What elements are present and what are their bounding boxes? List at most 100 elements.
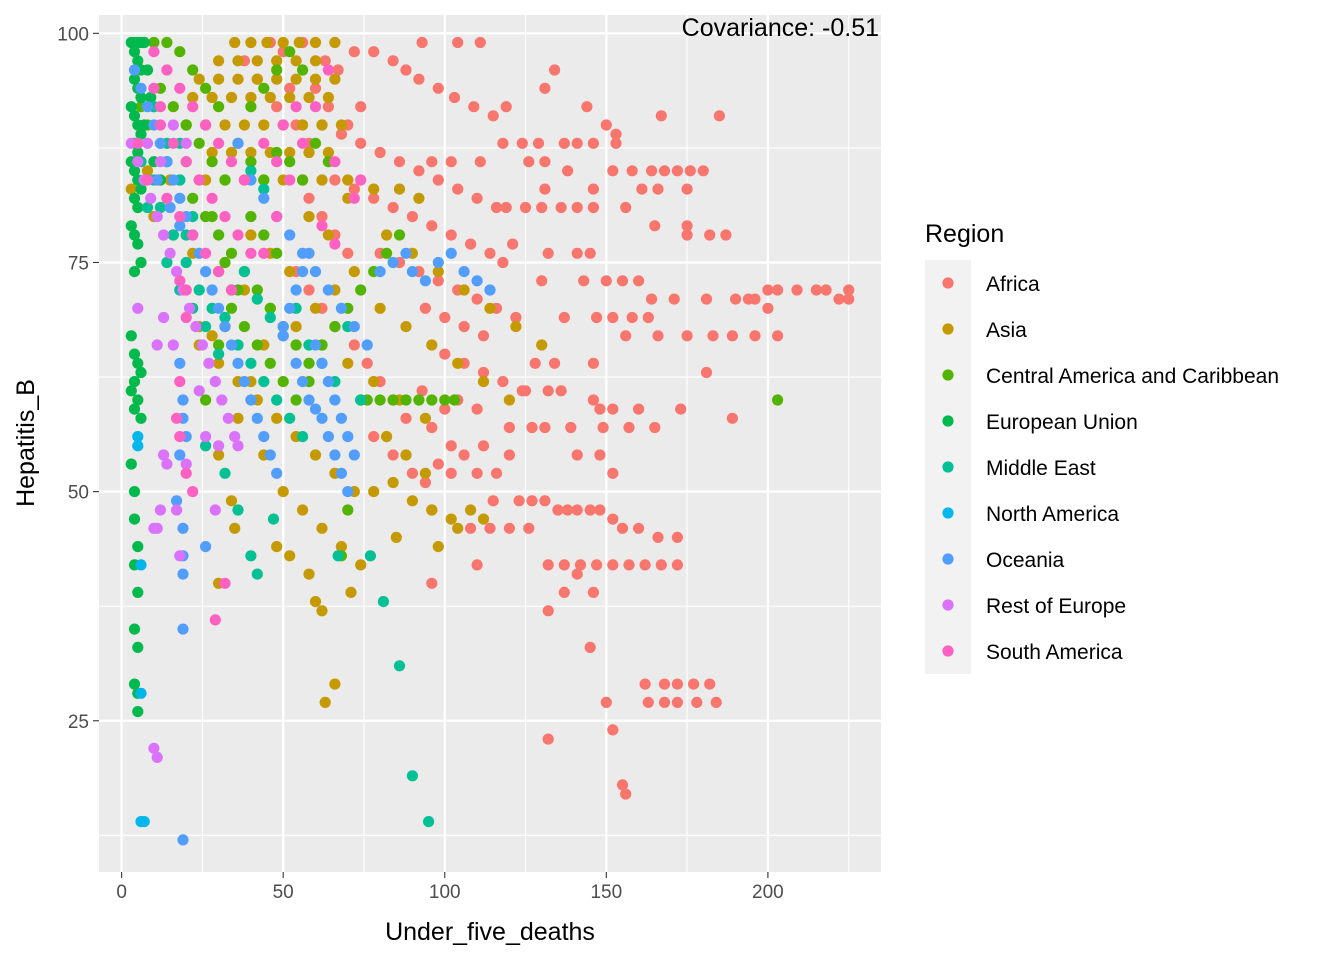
data-point-rest-of-europe xyxy=(132,302,144,314)
data-point-middle-east xyxy=(258,183,270,195)
data-point-rest-of-europe xyxy=(167,119,179,131)
data-point-middle-east xyxy=(219,311,231,324)
data-point-european-union xyxy=(128,266,141,278)
data-point-oceania xyxy=(419,275,431,287)
data-point-oceania xyxy=(309,266,322,278)
data-point-africa xyxy=(633,522,645,534)
data-point-africa xyxy=(490,201,503,214)
data-point-africa xyxy=(542,385,554,397)
data-point-asia xyxy=(477,376,490,388)
data-point-south-america xyxy=(141,174,154,186)
data-point-oceania xyxy=(335,302,347,314)
data-point-rest-of-europe xyxy=(216,394,228,406)
data-point-africa xyxy=(387,201,399,214)
data-point-oceania xyxy=(141,101,154,113)
data-point-asia xyxy=(271,412,283,424)
data-point-africa xyxy=(342,247,354,259)
data-point-africa xyxy=(600,275,612,287)
data-point-rest-of-europe xyxy=(145,192,157,204)
legend-label-central-america-and-caribbean: Central America and Caribbean xyxy=(986,365,1279,388)
data-point-africa xyxy=(820,284,832,296)
data-point-north-america xyxy=(132,431,144,443)
data-point-central-america-and-caribbean xyxy=(387,394,399,406)
data-point-oceania xyxy=(151,174,163,186)
data-point-africa xyxy=(843,284,855,296)
data-point-africa xyxy=(432,458,444,470)
data-point-south-america xyxy=(148,46,160,58)
data-point-africa xyxy=(503,449,515,461)
data-point-africa xyxy=(607,724,619,736)
legend-key-asia xyxy=(942,323,954,335)
data-point-africa xyxy=(649,421,661,434)
data-point-asia xyxy=(477,513,490,525)
data-point-rest-of-europe xyxy=(180,137,192,149)
data-point-middle-east xyxy=(213,348,225,360)
data-point-central-america-and-caribbean xyxy=(400,394,412,406)
data-point-middle-east xyxy=(238,266,250,278)
data-point-africa xyxy=(584,504,596,516)
data-point-asia xyxy=(297,504,309,516)
data-point-africa xyxy=(506,238,519,250)
data-point-south-america xyxy=(232,229,244,241)
data-point-middle-east xyxy=(332,550,344,562)
data-point-africa xyxy=(726,330,739,342)
data-point-africa xyxy=(704,229,716,241)
data-point-south-america xyxy=(180,284,192,296)
data-point-oceania xyxy=(200,541,212,553)
data-point-africa xyxy=(574,559,587,571)
data-point-south-america xyxy=(329,156,341,168)
data-point-africa xyxy=(542,559,554,571)
data-point-oceania xyxy=(458,266,470,278)
data-point-asia xyxy=(245,146,257,159)
data-point-central-america-and-caribbean xyxy=(180,119,192,131)
data-point-european-union xyxy=(132,357,144,369)
data-point-rest-of-europe xyxy=(213,440,225,452)
data-point-central-america-and-caribbean xyxy=(284,156,296,168)
data-point-oceania xyxy=(174,449,186,461)
data-point-africa xyxy=(406,211,418,223)
data-point-rest-of-europe xyxy=(200,431,212,443)
data-point-asia xyxy=(213,55,225,67)
data-point-south-america xyxy=(193,174,205,186)
data-point-africa xyxy=(681,330,693,342)
data-point-european-union xyxy=(128,678,141,690)
data-point-middle-east xyxy=(393,660,406,672)
data-point-european-union xyxy=(128,46,141,58)
data-point-africa xyxy=(607,559,619,571)
data-point-africa xyxy=(503,522,515,534)
data-point-asia xyxy=(245,229,257,241)
data-point-south-america xyxy=(209,614,221,626)
data-point-middle-east xyxy=(193,284,205,296)
data-point-africa xyxy=(646,165,658,177)
legend-label-africa: Africa xyxy=(986,273,1040,296)
data-point-africa xyxy=(700,366,713,379)
data-point-middle-east xyxy=(271,394,283,406)
data-point-africa xyxy=(477,366,490,379)
data-point-oceania xyxy=(290,357,302,369)
data-point-oceania xyxy=(329,449,341,461)
data-point-africa xyxy=(591,559,603,571)
data-point-africa xyxy=(406,467,418,479)
data-point-north-america xyxy=(135,559,147,571)
data-point-asia xyxy=(319,696,331,709)
data-point-middle-east xyxy=(267,513,280,525)
data-point-africa xyxy=(581,101,593,113)
data-point-european-union xyxy=(135,256,147,269)
data-point-africa xyxy=(562,165,574,177)
data-point-south-america xyxy=(290,101,302,113)
data-point-south-america xyxy=(277,119,289,131)
data-point-oceania xyxy=(206,284,218,296)
data-point-africa xyxy=(704,678,716,690)
data-point-european-union xyxy=(128,513,141,525)
data-point-africa xyxy=(426,577,438,589)
data-point-africa xyxy=(607,467,619,479)
data-point-south-america xyxy=(180,156,192,168)
data-point-africa xyxy=(571,449,583,461)
data-point-asia xyxy=(284,266,296,278)
data-points xyxy=(125,36,855,846)
data-point-africa xyxy=(658,696,671,709)
data-point-oceania xyxy=(277,330,289,342)
data-point-asia xyxy=(309,449,322,461)
data-point-africa xyxy=(607,165,619,177)
data-point-africa xyxy=(368,431,380,443)
